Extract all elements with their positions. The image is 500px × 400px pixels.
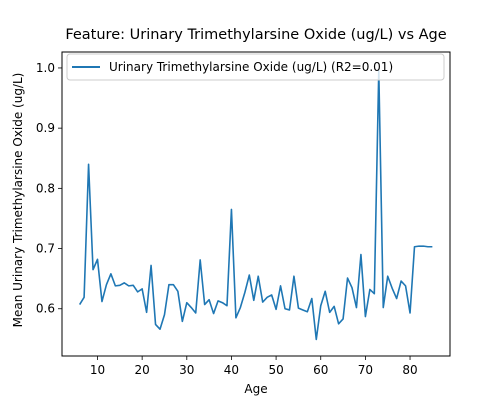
x-tick-label: 10: [90, 363, 105, 377]
plot-area: [61, 51, 451, 357]
legend-label: Urinary Trimethylarsine Oxide (ug/L) (R2…: [109, 60, 393, 74]
chart-title: Feature: Urinary Trimethylarsine Oxide (…: [65, 27, 446, 43]
x-tick-label: 40: [224, 363, 239, 377]
series-layer: [78, 69, 433, 341]
legend: Urinary Trimethylarsine Oxide (ug/L) (R2…: [66, 53, 445, 81]
legend-box: [66, 53, 445, 81]
y-tick-label: 0.9: [36, 121, 55, 135]
y-tick-label: 0.8: [36, 181, 55, 195]
x-axis: 10 20 30 40 50 60 70 80: [90, 356, 418, 377]
y-tick-label: 0.7: [36, 242, 55, 256]
x-tick-label: 50: [268, 363, 283, 377]
x-tick-label: 20: [135, 363, 150, 377]
x-tick-label: 30: [179, 363, 194, 377]
x-axis-label: Age: [244, 382, 267, 396]
x-tick-label: 60: [313, 363, 328, 377]
y-tick-label: 1.0: [36, 61, 55, 75]
x-tick-label: 70: [358, 363, 373, 377]
series-line: [78, 69, 433, 341]
x-tick-label: 80: [402, 363, 417, 377]
y-tick-label: 0.6: [36, 302, 55, 316]
y-axis-label: Mean Urinary Trimethylarsine Oxide (ug/L…: [11, 73, 25, 328]
y-axis: 0.6 0.7 0.8 0.9 1.0: [36, 61, 62, 316]
